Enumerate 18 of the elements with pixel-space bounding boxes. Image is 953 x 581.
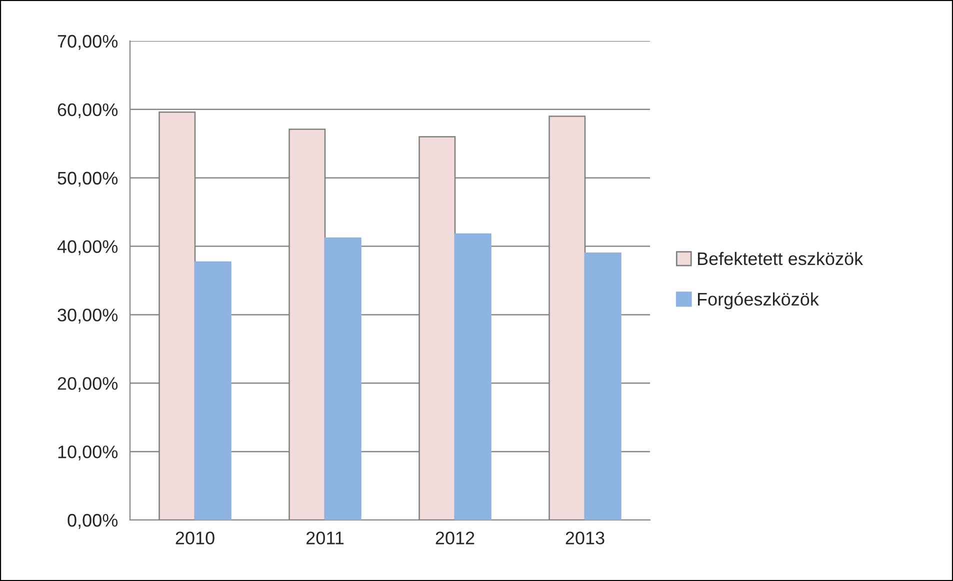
bar (584, 252, 622, 520)
y-tick-label: 70,00% (58, 34, 118, 50)
x-tick-label: 2010 (176, 532, 214, 544)
legend-label: Forgóeszközök (698, 292, 819, 310)
y-tick-label: 50,00% (58, 172, 118, 187)
legend-label: Befektetett eszközök (698, 252, 864, 266)
bar (454, 233, 492, 520)
y-tick-label: 10,00% (58, 446, 118, 460)
y-tick-label: 60,00% (58, 103, 118, 118)
x-tick-label: 2011 (306, 532, 344, 544)
y-tick-label: 0,00% (68, 514, 118, 529)
y-tick-label: 40,00% (57, 240, 118, 256)
x-tick-label: 2013 (566, 532, 604, 544)
y-tick-label: 30,00% (58, 308, 118, 324)
y-tick-label: 20,00% (58, 377, 118, 392)
x-tick-label: 2012 (436, 532, 474, 544)
bar (324, 237, 362, 520)
bar (194, 261, 232, 520)
